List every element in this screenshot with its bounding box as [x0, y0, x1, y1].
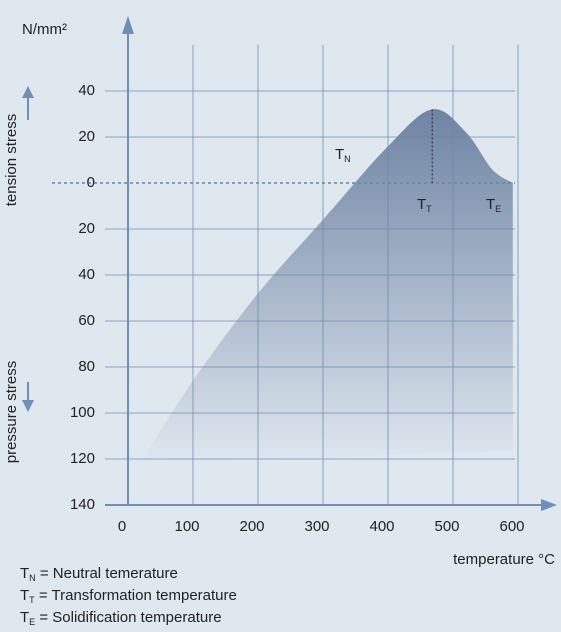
- annotation: TT: [417, 196, 432, 214]
- legend-item-text: = Transformation temperature: [35, 587, 237, 604]
- y-tick-label: 60: [78, 312, 95, 329]
- pressure-label: pressure stress: [3, 361, 20, 464]
- annotation-sub: T: [426, 204, 432, 214]
- y-tick-label: 40: [78, 82, 95, 99]
- y-tick-label: 100: [70, 404, 95, 421]
- x-tick-label: 200: [239, 518, 264, 535]
- annotation-main: T: [486, 196, 495, 213]
- legend-item-main: T: [20, 587, 29, 604]
- arrow-head: [22, 400, 34, 412]
- legend-item-sub: N: [29, 573, 36, 583]
- y-tick-label: 120: [70, 450, 95, 467]
- y-tick-label: 20: [78, 128, 95, 145]
- legend-item-sub: E: [29, 617, 35, 627]
- x-tick-label: 400: [369, 518, 394, 535]
- tension-label: tension stress: [3, 114, 20, 207]
- annotation-main: T: [417, 196, 426, 213]
- legend-item: TT = Transformation temperature: [20, 587, 237, 605]
- x-tick-label: 500: [434, 518, 459, 535]
- y-tick-label: 20: [78, 220, 95, 237]
- x-tick-label: 600: [499, 518, 524, 535]
- y-tick-label: 140: [70, 496, 95, 513]
- arrow-head: [22, 86, 34, 98]
- y-axis-arrow: [122, 16, 134, 34]
- y-tick-label: 40: [78, 266, 95, 283]
- y-tick-label: 80: [78, 358, 95, 375]
- legend-item-main: T: [20, 609, 29, 626]
- legend-item-main: T: [20, 565, 29, 582]
- y-unit: N/mm²: [22, 21, 67, 38]
- y-tick-label: 0: [87, 174, 95, 191]
- annotation: TE: [486, 196, 501, 214]
- legend-item: TE = Solidification temperature: [20, 609, 222, 627]
- x-label: temperature °C: [453, 551, 555, 568]
- legend-item-text: = Neutral temerature: [36, 565, 178, 582]
- legend-item-sub: T: [29, 595, 35, 605]
- x-tick-label: 100: [174, 518, 199, 535]
- legend-item: TN = Neutral temerature: [20, 565, 178, 583]
- x-tick-label: 0: [118, 518, 126, 535]
- stress-area: [138, 109, 513, 463]
- legend-item-text: = Solidification temperature: [35, 609, 221, 626]
- annotation-sub: N: [344, 154, 351, 164]
- annotation-main: T: [335, 146, 344, 163]
- annotation-sub: E: [495, 204, 501, 214]
- annotation: TN: [335, 146, 351, 164]
- x-tick-label: 300: [304, 518, 329, 535]
- x-axis-arrow: [541, 499, 557, 511]
